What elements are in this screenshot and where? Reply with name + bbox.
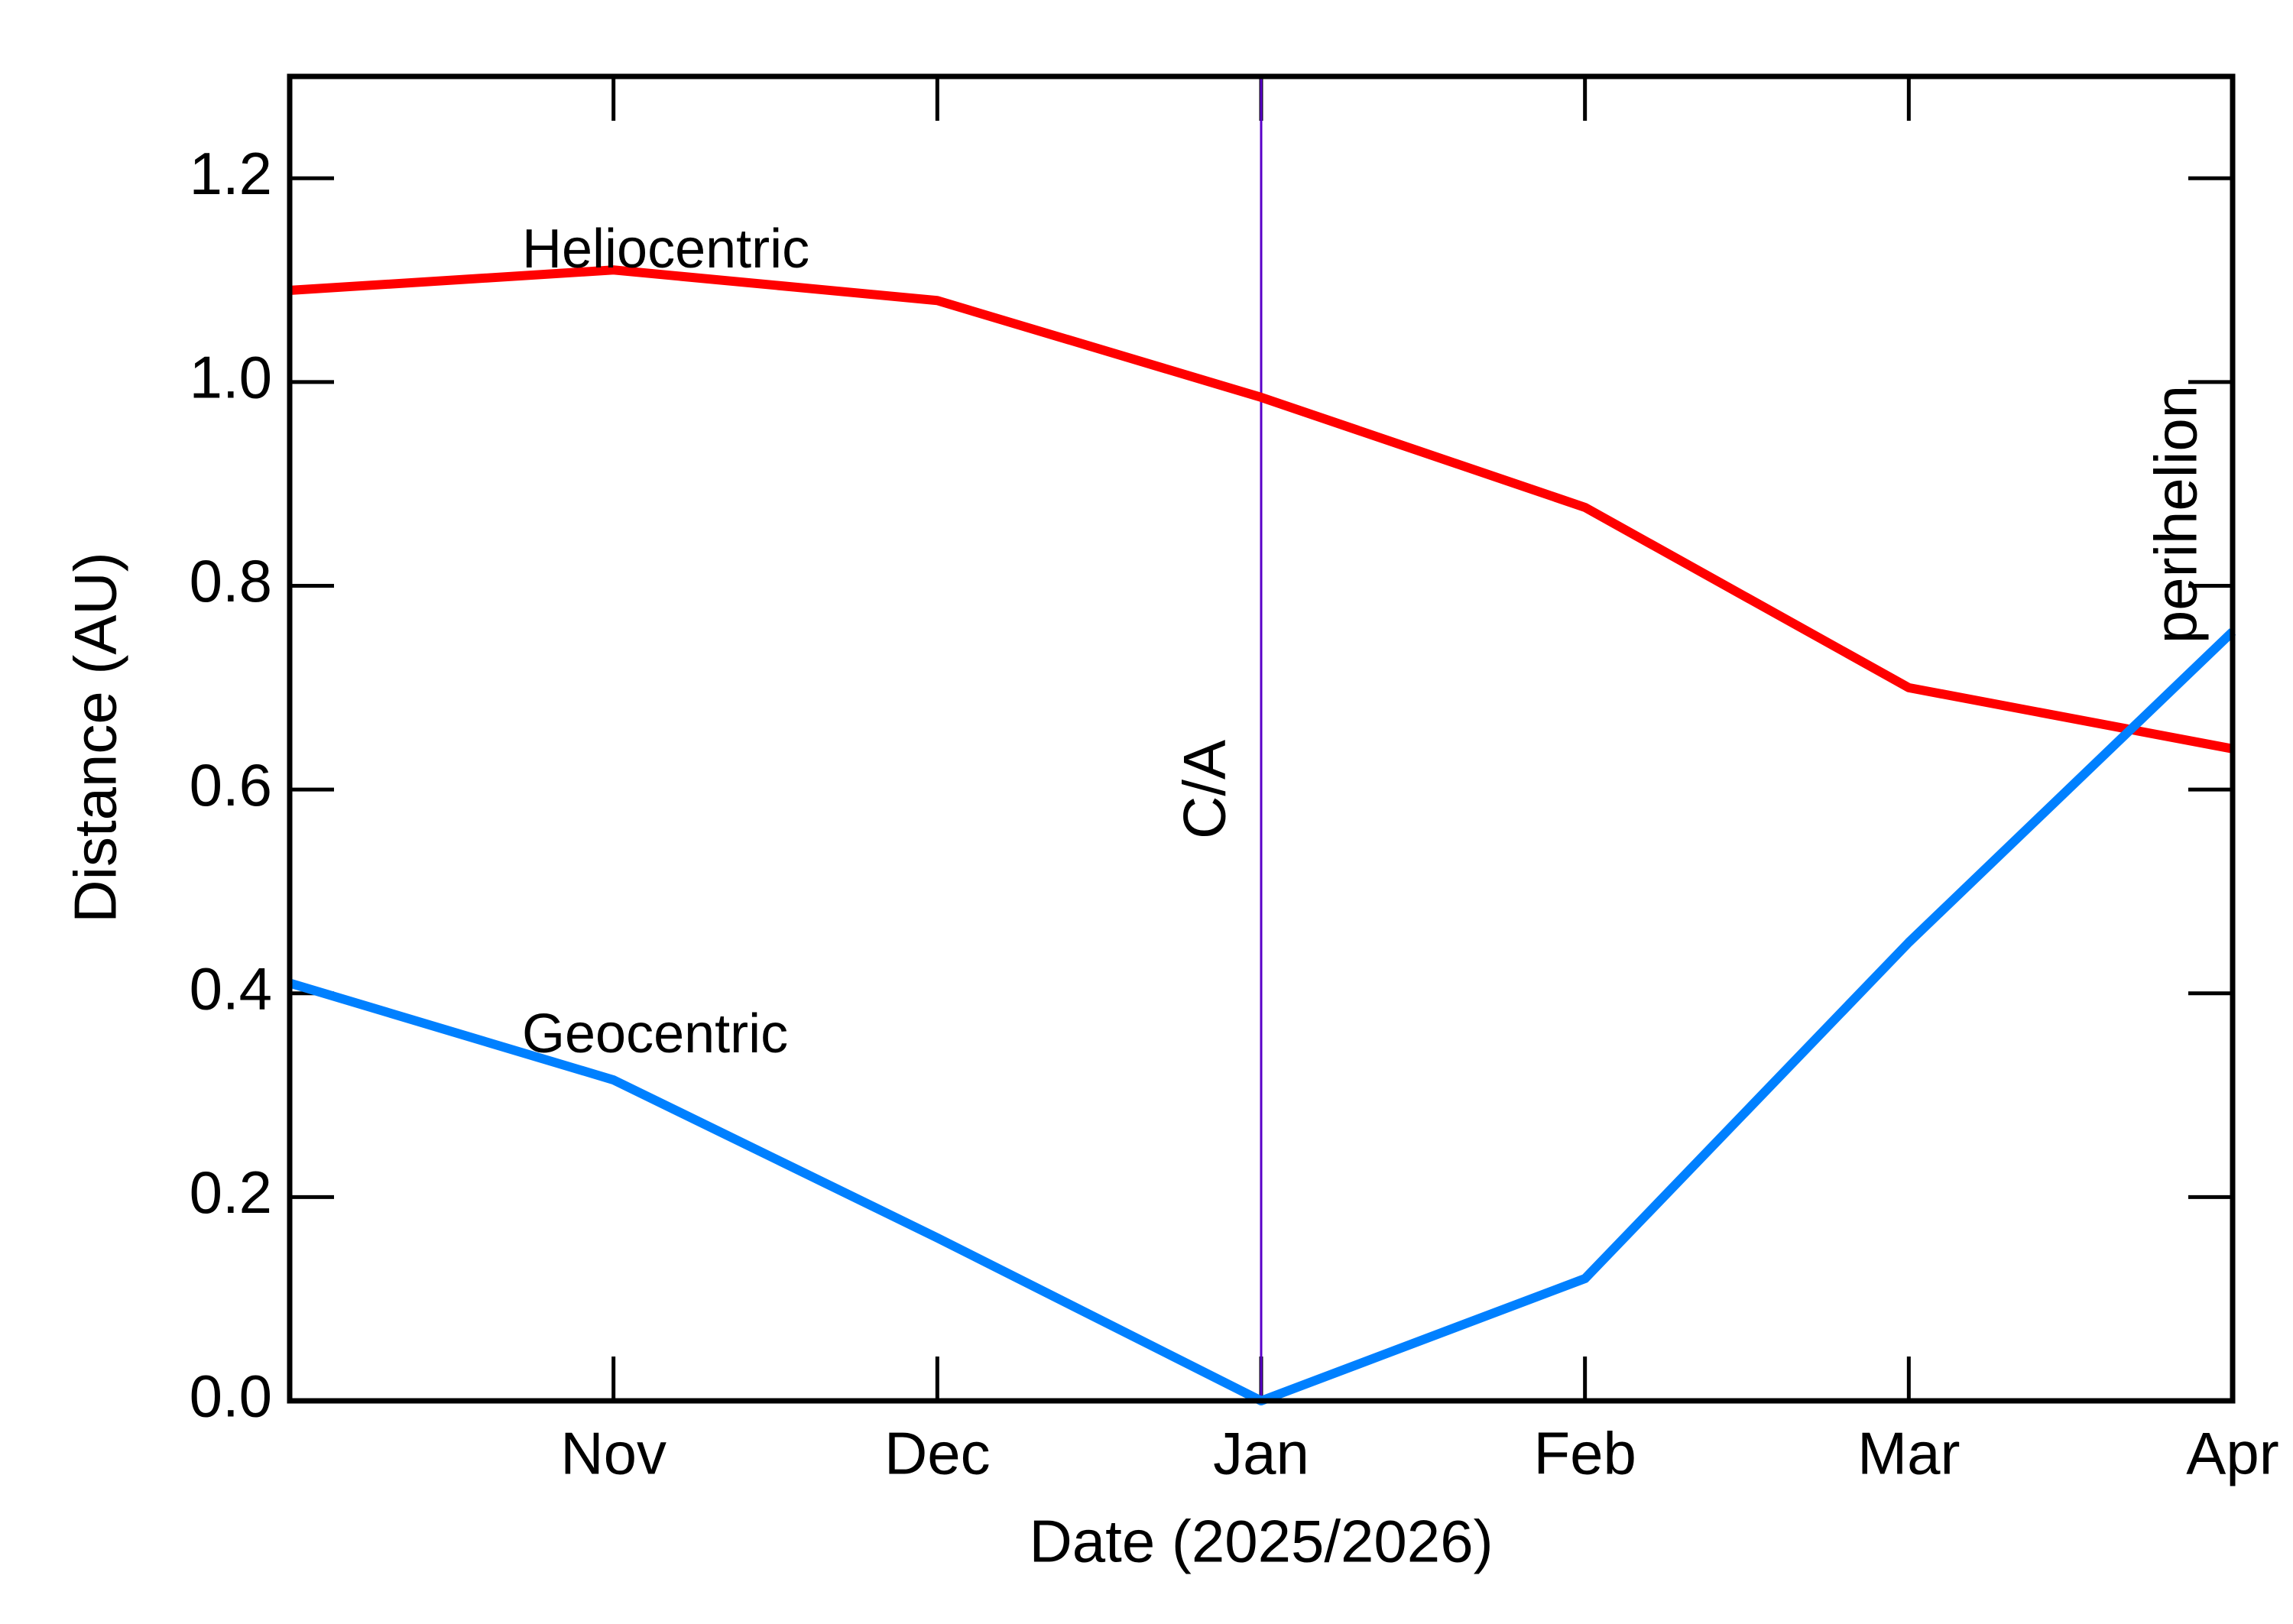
x-tick-label: Mar [1857, 1420, 1960, 1487]
x-tick-label: Apr [2186, 1420, 2278, 1487]
y-tick-label: 1.2 [190, 140, 272, 207]
annotation-label: perihelion [2142, 385, 2210, 643]
y-tick-label: 0.8 [190, 547, 272, 614]
x-tick-label: Nov [560, 1420, 666, 1487]
plot-frame [287, 73, 2236, 1404]
y-tick-label: 0.6 [190, 751, 272, 818]
x-axis-title: Date (2025/2026) [1029, 1508, 1493, 1575]
y-axis-title: Distance (AU) [62, 552, 129, 922]
y-tick-label: 0.2 [190, 1159, 272, 1226]
x-tick-label: Jan [1213, 1420, 1309, 1487]
series-line [289, 265, 2234, 754]
y-tick-label: 0.0 [190, 1363, 272, 1430]
y-tick-label: 1.0 [190, 344, 272, 411]
annotation-label: C/A [1171, 740, 1238, 839]
series-label: Geocentric [522, 1003, 788, 1065]
y-tick-label: 0.4 [190, 955, 272, 1022]
series-label: Heliocentric [522, 219, 809, 280]
x-tick-label: Feb [1533, 1420, 1636, 1487]
x-tick-label: Dec [884, 1420, 991, 1487]
